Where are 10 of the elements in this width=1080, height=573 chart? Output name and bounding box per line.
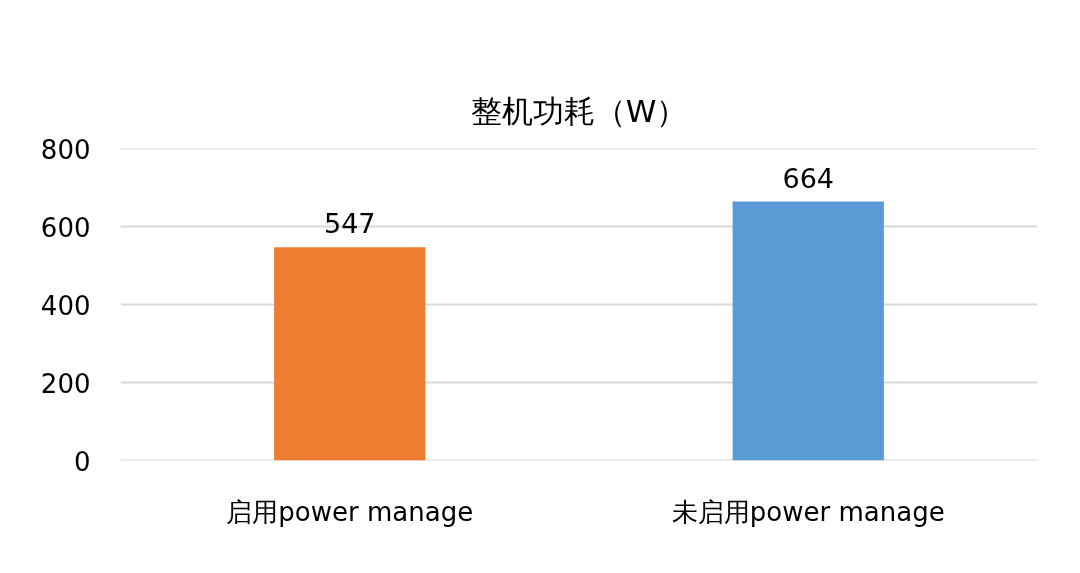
y-tick-label: 600 [40, 212, 91, 243]
data-label: 547 [323, 208, 376, 240]
x-tick-label: 启用power manage [226, 496, 474, 527]
y-tick-label: 0 [73, 446, 91, 477]
y-tick-label: 200 [40, 368, 91, 399]
y-tick-label: 400 [40, 290, 91, 321]
x-tick-label: 未启用power manage [671, 496, 945, 527]
chart-title: 整机功耗（W） [470, 92, 688, 129]
data-label: 664 [782, 162, 835, 194]
y-tick-label: 800 [40, 134, 91, 165]
